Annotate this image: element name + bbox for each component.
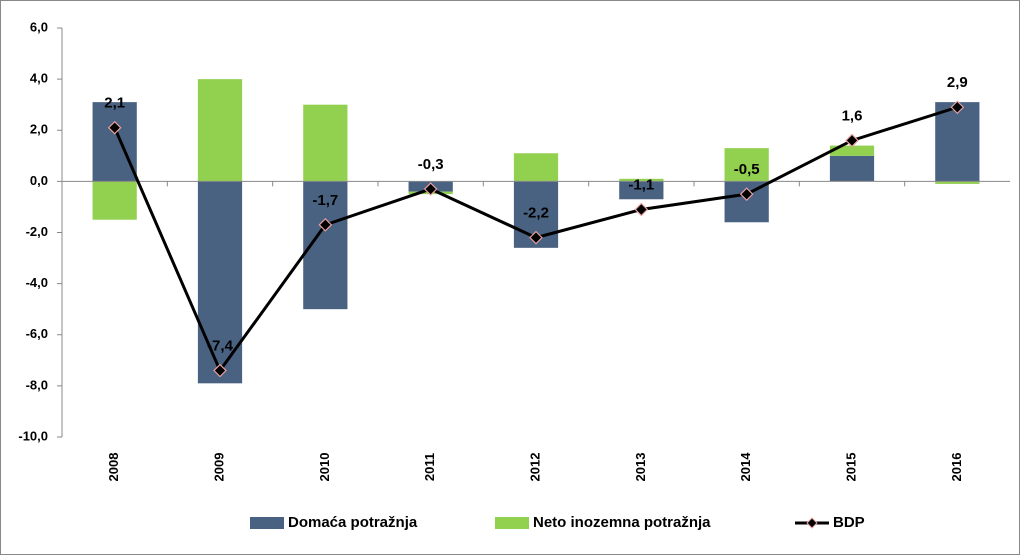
y-tick-label: -8,0: [26, 377, 48, 392]
marker: [318, 217, 333, 232]
bar: [829, 145, 875, 156]
bar: [619, 181, 664, 200]
marker: [950, 100, 965, 115]
legend-label: Domaća potražnja: [288, 514, 418, 531]
bar: [92, 102, 137, 182]
data-label: -2,2: [523, 205, 549, 222]
x-tick-label: 2012: [527, 453, 542, 482]
legend-label: Neto inozemna potražnja: [533, 514, 711, 531]
y-tick-label: 6,0: [30, 19, 48, 34]
x-tick-label: 2008: [106, 453, 121, 482]
y-tick-label: 4,0: [30, 71, 48, 86]
data-label: 1,6: [842, 107, 863, 124]
data-label: 2,1: [104, 95, 125, 112]
marker: [529, 230, 543, 245]
marker: [213, 363, 227, 378]
bar: [935, 102, 980, 182]
y-tick-label: 0,0: [30, 173, 48, 188]
marker: [107, 120, 122, 135]
x-tick-label: 2011: [422, 453, 437, 481]
bar: [619, 178, 664, 182]
y-tick-label: -6,0: [26, 326, 48, 341]
x-tick-label: 2016: [949, 453, 964, 482]
data-label: 2,9: [947, 74, 968, 91]
y-tick-label: -4,0: [26, 275, 48, 290]
marker: [739, 187, 754, 202]
bar: [92, 181, 137, 220]
x-tick-label: 2013: [633, 453, 648, 482]
legend-swatch: [250, 517, 284, 529]
bar: [513, 153, 559, 182]
x-tick-label: 2010: [317, 453, 332, 482]
marker: [845, 133, 859, 148]
legend-label: BDP: [833, 514, 865, 531]
y-tick-label: -10,0: [18, 428, 48, 443]
x-tick-label: 2014: [738, 452, 753, 482]
x-tick-label: 2009: [211, 453, 226, 482]
bar: [829, 155, 875, 182]
legend-swatch: [495, 517, 529, 529]
data-label: -0,3: [418, 156, 444, 173]
data-label: -0,5: [734, 161, 760, 178]
bar: [935, 181, 980, 184]
y-tick-label: 2,0: [30, 122, 48, 137]
bar: [724, 148, 769, 182]
legend-marker: [806, 517, 818, 529]
data-label: -1,7: [312, 192, 338, 209]
data-label: -1,1: [628, 176, 654, 193]
marker: [634, 202, 649, 217]
y-tick-label: -2,0: [26, 224, 48, 239]
bar: [303, 104, 348, 182]
bar: [197, 79, 243, 182]
data-label: -7,4: [207, 338, 234, 355]
x-tick-label: 2015: [843, 453, 858, 482]
marker: [423, 182, 438, 196]
